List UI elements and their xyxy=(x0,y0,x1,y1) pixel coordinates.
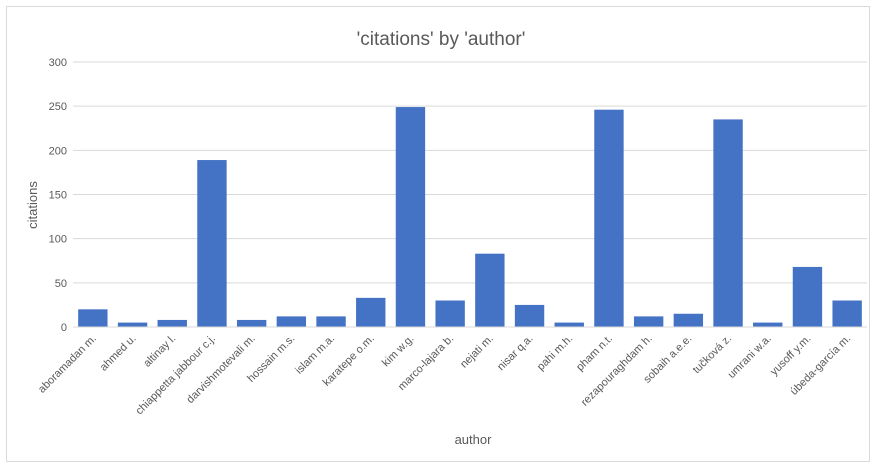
bars xyxy=(78,107,862,328)
y-tick-label: 250 xyxy=(49,101,67,113)
chart-frame: 'citations' by 'author' 0 50 100 150 200 250 3… xyxy=(6,6,870,462)
x-axis-ticks: aboramadan m.ahmed u. altinay l.chiappett… xyxy=(36,333,853,418)
bar xyxy=(673,313,704,327)
x-tick-label: altinay l. xyxy=(141,333,178,370)
bar xyxy=(236,319,267,327)
x-axis-title: author xyxy=(455,432,493,447)
x-tick-label: rezapouraghdam h. xyxy=(579,333,655,409)
gridlines xyxy=(73,61,867,284)
x-tick-label: kim w.g. xyxy=(380,333,417,370)
bar xyxy=(356,297,386,327)
chart-svg: 'citations' by 'author' 0 50 100 150 200 250 3… xyxy=(25,29,867,447)
x-tick-label: ahmed u. xyxy=(98,333,139,374)
bar xyxy=(276,316,307,327)
bar xyxy=(475,253,505,327)
y-tick-label: 0 xyxy=(61,322,67,334)
bar xyxy=(514,304,545,327)
y-tick-label: 200 xyxy=(49,145,67,157)
bar xyxy=(395,107,426,327)
y-tick-label: 50 xyxy=(55,278,67,290)
bar xyxy=(197,160,227,327)
bar xyxy=(117,322,148,327)
chart-title: 'citations' by 'author' xyxy=(357,29,526,50)
y-tick-label: 100 xyxy=(49,234,67,246)
bar xyxy=(435,300,465,327)
bar xyxy=(554,322,584,327)
bar xyxy=(753,322,783,327)
y-axis-title: citations xyxy=(25,181,40,229)
y-tick-label: 300 xyxy=(49,57,67,69)
bar xyxy=(594,109,624,327)
x-tick-label: chiappetta jabbour c.j. xyxy=(133,333,218,418)
bar xyxy=(832,300,862,327)
bar xyxy=(78,309,108,327)
x-tick-label: pham n.t. xyxy=(574,333,615,374)
x-tick-label: aboramadan m. xyxy=(36,333,99,396)
bar xyxy=(792,266,823,327)
x-tick-label: pahi m.h. xyxy=(535,333,575,373)
y-tick-label: 150 xyxy=(49,190,67,202)
bar xyxy=(157,319,187,327)
bar xyxy=(713,119,743,328)
x-tick-label: nejati m. xyxy=(458,333,496,371)
x-tick-label: darvishmotevali m. xyxy=(184,333,257,406)
x-tick-label: nisar q.a. xyxy=(495,333,535,373)
y-axis-ticks: 0 50 100 150 200 250 300 xyxy=(49,57,67,334)
bar xyxy=(316,316,346,327)
bar xyxy=(633,316,664,327)
